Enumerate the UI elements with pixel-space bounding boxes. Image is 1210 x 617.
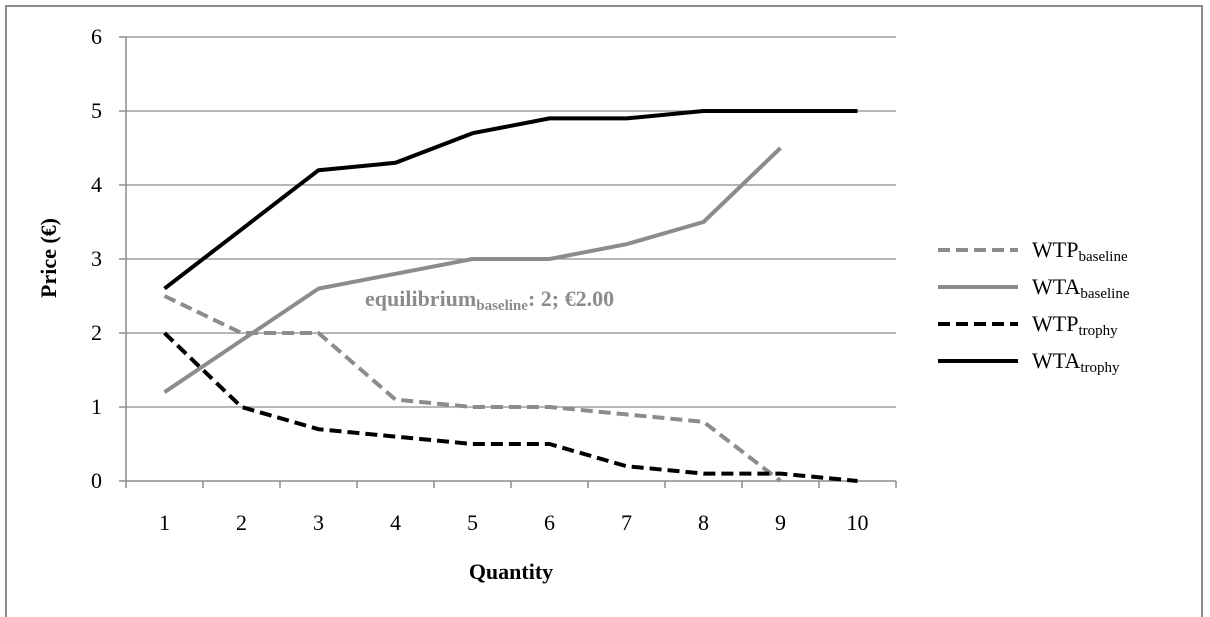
equilibrium-annotation-main: equilibrium — [365, 286, 476, 311]
gridlines — [126, 36, 896, 408]
chart-frame — [5, 5, 1203, 617]
y-tick-label-3: 3 — [91, 246, 102, 271]
y-tick-label-0: 0 — [91, 468, 102, 493]
series-lines — [163, 109, 858, 483]
y-tick-label-6: 6 — [91, 24, 102, 49]
x-tick-label-9: 9 — [775, 510, 786, 535]
series-line-wta-trophy — [163, 109, 858, 291]
legend: WTPbaseline WTAbaseline WTPtrophy WTAtrophy — [938, 237, 1130, 376]
equilibrium-annotation-sub: baseline — [476, 298, 528, 314]
y-tick-labels: 0 1 2 3 4 5 6 — [91, 24, 102, 493]
legend-label-wtp-trophy: WTPtrophy — [1032, 311, 1118, 339]
y-tick-label-2: 2 — [91, 320, 102, 345]
x-tick-label-4: 4 — [390, 510, 401, 535]
legend-label-wta-baseline: WTAbaseline — [1032, 274, 1130, 302]
x-tick-label-8: 8 — [698, 510, 709, 535]
x-tick-label-2: 2 — [236, 510, 247, 535]
series-line-wta-baseline — [163, 146, 782, 394]
y-tick-label-4: 4 — [91, 172, 102, 197]
x-axis-title: Quantity — [469, 559, 553, 584]
x-tick-label-5: 5 — [467, 510, 478, 535]
x-tick-label-6: 6 — [544, 510, 555, 535]
series-line-wtp-trophy — [163, 331, 858, 483]
equilibrium-annotation-rest: : 2; €2.00 — [528, 286, 614, 311]
y-tick-label-5: 5 — [91, 98, 102, 123]
x-tick-label-3: 3 — [313, 510, 324, 535]
series-line-wtp-baseline — [163, 294, 782, 483]
y-axis-title: Price (€) — [36, 218, 61, 298]
legend-label-wta-trophy: WTAtrophy — [1032, 348, 1120, 376]
legend-label-wtp-baseline: WTPbaseline — [1032, 237, 1128, 265]
x-tick-label-10: 10 — [847, 510, 869, 535]
axes — [119, 36, 897, 488]
x-tick-label-7: 7 — [621, 510, 632, 535]
x-tick-label-1: 1 — [159, 510, 170, 535]
y-tick-label-1: 1 — [91, 394, 102, 419]
equilibrium-annotation: equilibriumbaseline: 2; €2.00 — [365, 286, 614, 314]
x-tick-labels: 1 2 3 4 5 6 7 8 9 10 — [159, 510, 869, 535]
